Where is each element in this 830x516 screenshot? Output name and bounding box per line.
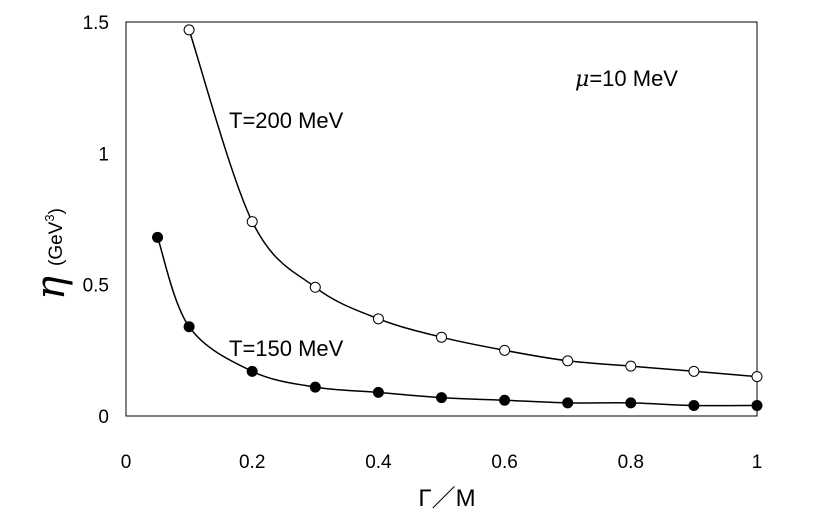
y-axis-unit-base: (GeV	[46, 221, 67, 266]
open-data-point	[751, 371, 763, 383]
y-axis-unit-sup: 3	[42, 214, 57, 221]
y-axis-unit-close: )	[46, 208, 67, 214]
plot-frame	[125, 21, 758, 417]
filled-data-point	[309, 381, 321, 393]
mu-value: =10 MeV	[589, 66, 678, 91]
filled-data-point	[183, 321, 195, 333]
filled-data-point	[436, 392, 447, 404]
filled-data-point	[372, 386, 384, 398]
open-data-point	[309, 281, 321, 293]
x-tick-label: 0.6	[491, 452, 517, 473]
y-tick-label: 0.5	[83, 276, 109, 297]
y-tick-label: 1	[98, 144, 109, 165]
filled-data-point	[625, 397, 637, 409]
open-data-point	[436, 331, 447, 343]
series-1	[152, 231, 763, 411]
y-axis-symbol: η	[28, 276, 74, 300]
x-tick-label: 0.2	[239, 452, 265, 473]
open-data-point	[372, 313, 384, 325]
x-tick-label: 0.8	[618, 452, 644, 473]
filled-data-point	[499, 394, 511, 406]
series-label-t200: T=200 MeV	[229, 108, 344, 133]
filled-data-point	[562, 397, 574, 409]
x-axis-label: Γ／M	[418, 485, 475, 512]
filled-data-point	[751, 399, 763, 411]
y-axis-unit: (GeV3)	[42, 208, 67, 266]
x-tick-label: 0	[121, 452, 132, 473]
x-tick-label: 0.4	[365, 452, 392, 473]
series-line	[156, 237, 758, 407]
open-data-point	[562, 355, 574, 367]
filled-data-point	[246, 365, 258, 377]
open-data-point	[499, 344, 511, 356]
filled-data-point	[152, 231, 164, 243]
y-axis-label: η (GeV3)	[28, 208, 74, 300]
filled-data-point	[688, 399, 700, 411]
mu-symbol: μ	[575, 67, 589, 92]
series-0	[183, 24, 763, 383]
open-data-point	[688, 365, 700, 377]
open-data-point	[625, 360, 637, 372]
y-tick-label: 1.5	[83, 13, 109, 34]
y-tick-label: 0	[98, 407, 109, 428]
x-tick-label: 1	[752, 452, 763, 473]
series-label-t150: T=150 MeV	[229, 336, 344, 361]
open-data-point	[183, 24, 195, 36]
mu-annotation: μ=10 MeV	[575, 66, 678, 92]
open-data-point	[246, 216, 258, 228]
